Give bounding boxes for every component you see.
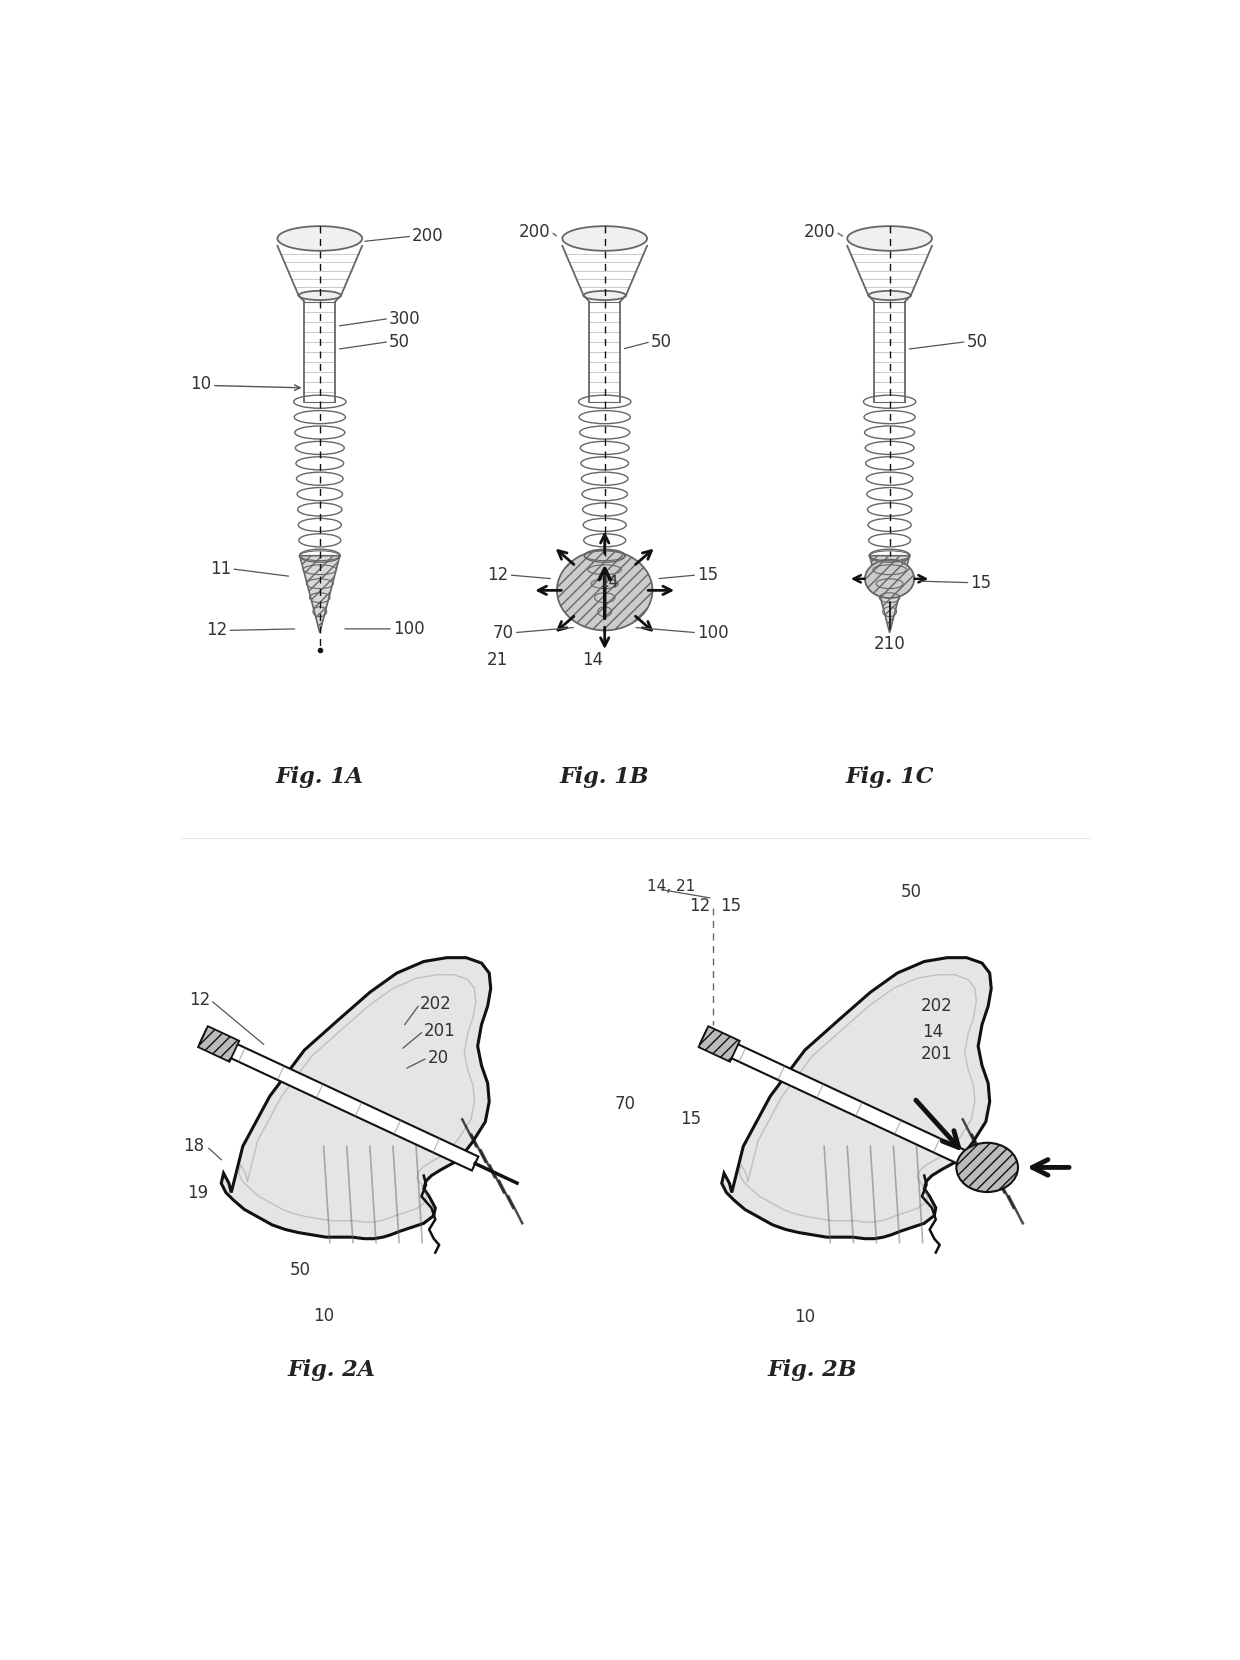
Polygon shape [701, 1029, 978, 1170]
Polygon shape [869, 556, 910, 632]
Text: 200: 200 [412, 227, 444, 246]
Text: 50: 50 [290, 1260, 311, 1278]
Polygon shape [198, 1026, 239, 1062]
Text: 14: 14 [583, 651, 604, 669]
Text: 14, 21: 14, 21 [647, 878, 696, 893]
Text: Fig. 2B: Fig. 2B [768, 1358, 857, 1381]
Text: 15: 15 [720, 896, 742, 915]
Text: 15: 15 [697, 566, 718, 584]
Text: 100: 100 [393, 619, 424, 637]
Text: 300: 300 [389, 309, 420, 327]
Text: Fig. 2A: Fig. 2A [288, 1358, 376, 1381]
Text: 15: 15 [681, 1111, 702, 1129]
Polygon shape [722, 958, 991, 1238]
Text: 18: 18 [184, 1137, 205, 1155]
Text: 50: 50 [389, 332, 410, 350]
Text: 70: 70 [615, 1096, 635, 1112]
Text: 19: 19 [187, 1184, 208, 1202]
Text: 50: 50 [967, 332, 987, 350]
Text: 50: 50 [901, 883, 923, 901]
Text: 14: 14 [599, 574, 619, 591]
Ellipse shape [278, 226, 362, 251]
Text: 15: 15 [971, 574, 992, 591]
Ellipse shape [868, 290, 910, 300]
Ellipse shape [584, 290, 626, 300]
Ellipse shape [563, 226, 647, 251]
Text: 100: 100 [697, 624, 729, 642]
Text: 12: 12 [689, 896, 711, 915]
Polygon shape [200, 1029, 479, 1170]
Text: 21: 21 [487, 651, 508, 669]
Text: 12: 12 [190, 991, 211, 1009]
Text: 201: 201 [424, 1023, 455, 1039]
Text: 201: 201 [920, 1044, 952, 1062]
Text: Fig. 1C: Fig. 1C [846, 765, 934, 788]
Text: 14: 14 [923, 1023, 944, 1041]
Polygon shape [585, 556, 625, 632]
Text: 10: 10 [312, 1306, 335, 1325]
Polygon shape [698, 1026, 740, 1062]
Text: 202: 202 [420, 994, 451, 1013]
Ellipse shape [866, 559, 914, 598]
Ellipse shape [956, 1142, 1018, 1192]
Text: 200: 200 [804, 222, 836, 241]
Text: 50: 50 [651, 332, 672, 350]
Text: Fig. 1B: Fig. 1B [560, 765, 650, 788]
Text: 200: 200 [520, 222, 551, 241]
Text: 11: 11 [210, 559, 231, 578]
Text: Fig. 1A: Fig. 1A [275, 765, 363, 788]
Text: 12: 12 [487, 566, 508, 584]
Text: 70: 70 [492, 624, 513, 642]
Text: 12: 12 [206, 621, 227, 639]
Text: 10: 10 [190, 375, 211, 393]
Ellipse shape [557, 551, 652, 631]
Text: 20: 20 [428, 1049, 449, 1067]
Polygon shape [300, 556, 340, 632]
Ellipse shape [847, 226, 932, 251]
Text: 202: 202 [920, 998, 952, 1016]
Polygon shape [221, 958, 491, 1238]
Text: 10: 10 [795, 1308, 816, 1326]
Text: 210: 210 [874, 636, 905, 654]
Ellipse shape [299, 290, 341, 300]
